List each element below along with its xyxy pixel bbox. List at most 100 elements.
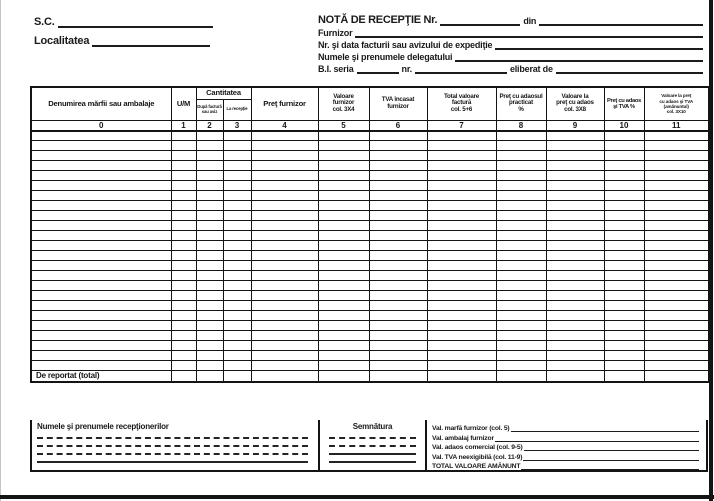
- table-cell-empty: [222, 300, 252, 311]
- table-cell-empty: [30, 300, 172, 311]
- locality-label: Localitatea: [34, 35, 90, 47]
- table-cell-empty: [195, 130, 224, 141]
- table-cell-empty: [222, 290, 252, 301]
- table-cell-empty: [170, 310, 197, 321]
- table-cell-empty: [368, 280, 428, 291]
- table-cell-empty: [30, 130, 172, 141]
- table-cell-empty: [368, 270, 428, 281]
- table-cell-empty: [30, 200, 172, 211]
- table-cell-empty: [195, 240, 224, 251]
- table-cell-empty: [545, 360, 605, 371]
- total-row: Val. marfă furnizor (col. 5): [432, 423, 700, 432]
- note-number-blank: [440, 17, 521, 26]
- table-cell-empty: [545, 230, 605, 241]
- table-cell-empty: [30, 150, 172, 161]
- table-cell-empty: [495, 190, 547, 201]
- table-cell-empty: [495, 340, 547, 351]
- table-cell-empty: [317, 150, 370, 161]
- column-index: 3: [222, 119, 252, 132]
- table-cell-empty: [170, 270, 197, 281]
- table-cell-empty: [195, 180, 224, 191]
- bi-seria-blank: [356, 65, 399, 74]
- table-cell-empty: [222, 170, 252, 181]
- table-row: [30, 320, 710, 331]
- table-row: [30, 260, 710, 271]
- table-row: [30, 270, 710, 281]
- table-cell-empty: [195, 320, 224, 331]
- note-title-row: NOTĂ DE RECEPŢIE Nr. din: [318, 14, 706, 26]
- page-edge-left: [0, 0, 1, 501]
- table-cell-empty: [368, 170, 428, 181]
- table-cell-empty: [426, 360, 497, 371]
- total-row: TOTAL VALOARE AMĂNUNT: [432, 461, 700, 470]
- table-cell-empty: [222, 140, 252, 151]
- totals-section: Val. marfă furnizor (col. 5) Val. ambala…: [427, 420, 706, 470]
- total-label-adaos: Val. adaos comercial (col. 9-5): [432, 444, 523, 451]
- table-cell-empty: [603, 260, 645, 271]
- total-label-amanunt: TOTAL VALOARE AMĂNUNT: [432, 463, 521, 470]
- supplier-blank: [355, 29, 703, 38]
- column-index: 7: [426, 119, 497, 132]
- table-row: [30, 220, 710, 231]
- table-body: De reportat (total): [30, 130, 710, 382]
- table-cell-empty: [170, 230, 197, 241]
- table-cell-empty: [195, 230, 224, 241]
- table-cell-empty: [545, 170, 605, 181]
- table-cell-empty: [643, 230, 710, 241]
- report-cell-empty: [643, 370, 710, 382]
- table-cell-empty: [426, 140, 497, 151]
- table-cell-empty: [170, 360, 197, 371]
- table-cell-empty: [250, 210, 319, 221]
- table-cell-empty: [250, 360, 319, 371]
- table-row: [30, 280, 710, 291]
- table-cell-empty: [368, 200, 428, 211]
- total-value-blank: [510, 425, 699, 432]
- table-cell-empty: [495, 180, 547, 191]
- column-index-row: 0 1 2 3 4 5 6 7 8 9 10 11: [30, 119, 710, 132]
- table-cell-empty: [195, 210, 224, 221]
- table-cell-empty: [426, 230, 497, 241]
- eliberat-blank: [555, 65, 703, 74]
- delegate-label: Numele şi prenumele delegatului: [318, 52, 453, 62]
- table-cell-empty: [30, 220, 172, 231]
- table-cell-empty: [426, 350, 497, 361]
- table-cell-empty: [30, 290, 172, 301]
- table-cell-empty: [317, 210, 370, 221]
- table-cell-empty: [317, 340, 370, 351]
- table-row: [30, 350, 710, 361]
- table-cell-empty: [170, 250, 197, 261]
- table-cell-empty: [545, 180, 605, 191]
- table-cell-empty: [426, 270, 497, 281]
- table-row: [30, 360, 710, 371]
- table-row: [30, 200, 710, 211]
- table-cell-empty: [426, 170, 497, 181]
- table-cell-empty: [603, 320, 645, 331]
- company-label: S.C.: [34, 16, 55, 28]
- report-cell-empty: [250, 370, 319, 382]
- table-cell-empty: [195, 310, 224, 321]
- table-cell-empty: [195, 140, 224, 151]
- table-cell-empty: [603, 240, 645, 251]
- column-index: 4: [250, 119, 319, 132]
- table-row: [30, 170, 710, 181]
- table-cell-empty: [426, 310, 497, 321]
- table-cell-empty: [170, 210, 197, 221]
- table-cell-empty: [222, 340, 252, 351]
- table-cell-empty: [603, 200, 645, 211]
- col-header-la-receptie: La recepţie: [222, 98, 252, 121]
- receiver-name-blank: [37, 431, 308, 439]
- table-cell-empty: [643, 150, 710, 161]
- table-cell-empty: [30, 190, 172, 201]
- table-cell-empty: [222, 210, 252, 221]
- table-cell-empty: [426, 320, 497, 331]
- table-cell-empty: [250, 290, 319, 301]
- table-cell-empty: [195, 340, 224, 351]
- table-cell-empty: [368, 360, 428, 371]
- table-cell-empty: [222, 320, 252, 331]
- table-cell-empty: [250, 300, 319, 311]
- table-row: [30, 340, 710, 351]
- signature-blank: [329, 455, 416, 463]
- table-cell-empty: [195, 220, 224, 231]
- table-cell-empty: [368, 150, 428, 161]
- table-cell-empty: [368, 250, 428, 261]
